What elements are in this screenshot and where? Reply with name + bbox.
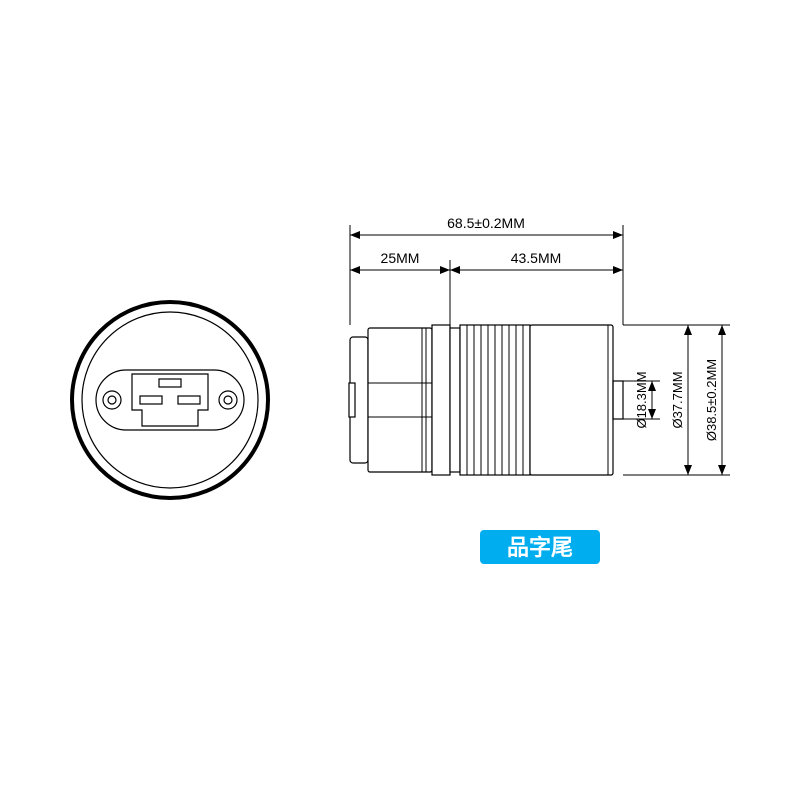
badge-label: 品字尾 (507, 535, 573, 560)
dim-outer-diameter: Ø38.5±0.2MM (704, 359, 719, 441)
horizontal-dimensions: 68.5±0.2MM 25MM 43.5MM (350, 215, 623, 325)
dim-left-segment: 25MM (381, 250, 420, 266)
dim-total-length: 68.5±0.2MM (447, 215, 525, 231)
side-view (349, 325, 623, 475)
front-view (72, 302, 268, 498)
dim-right-segment: 43.5MM (511, 250, 562, 266)
technical-drawing: 68.5±0.2MM 25MM 43.5MM Ø18.3MM Ø37.7MM (0, 0, 800, 800)
title-badge: 品字尾 (480, 530, 600, 564)
dim-body-diameter: Ø37.7MM (670, 371, 685, 428)
dim-inner-diameter: Ø18.3MM (634, 371, 649, 428)
vertical-dimensions: Ø18.3MM Ø37.7MM Ø38.5±0.2MM (623, 325, 730, 475)
